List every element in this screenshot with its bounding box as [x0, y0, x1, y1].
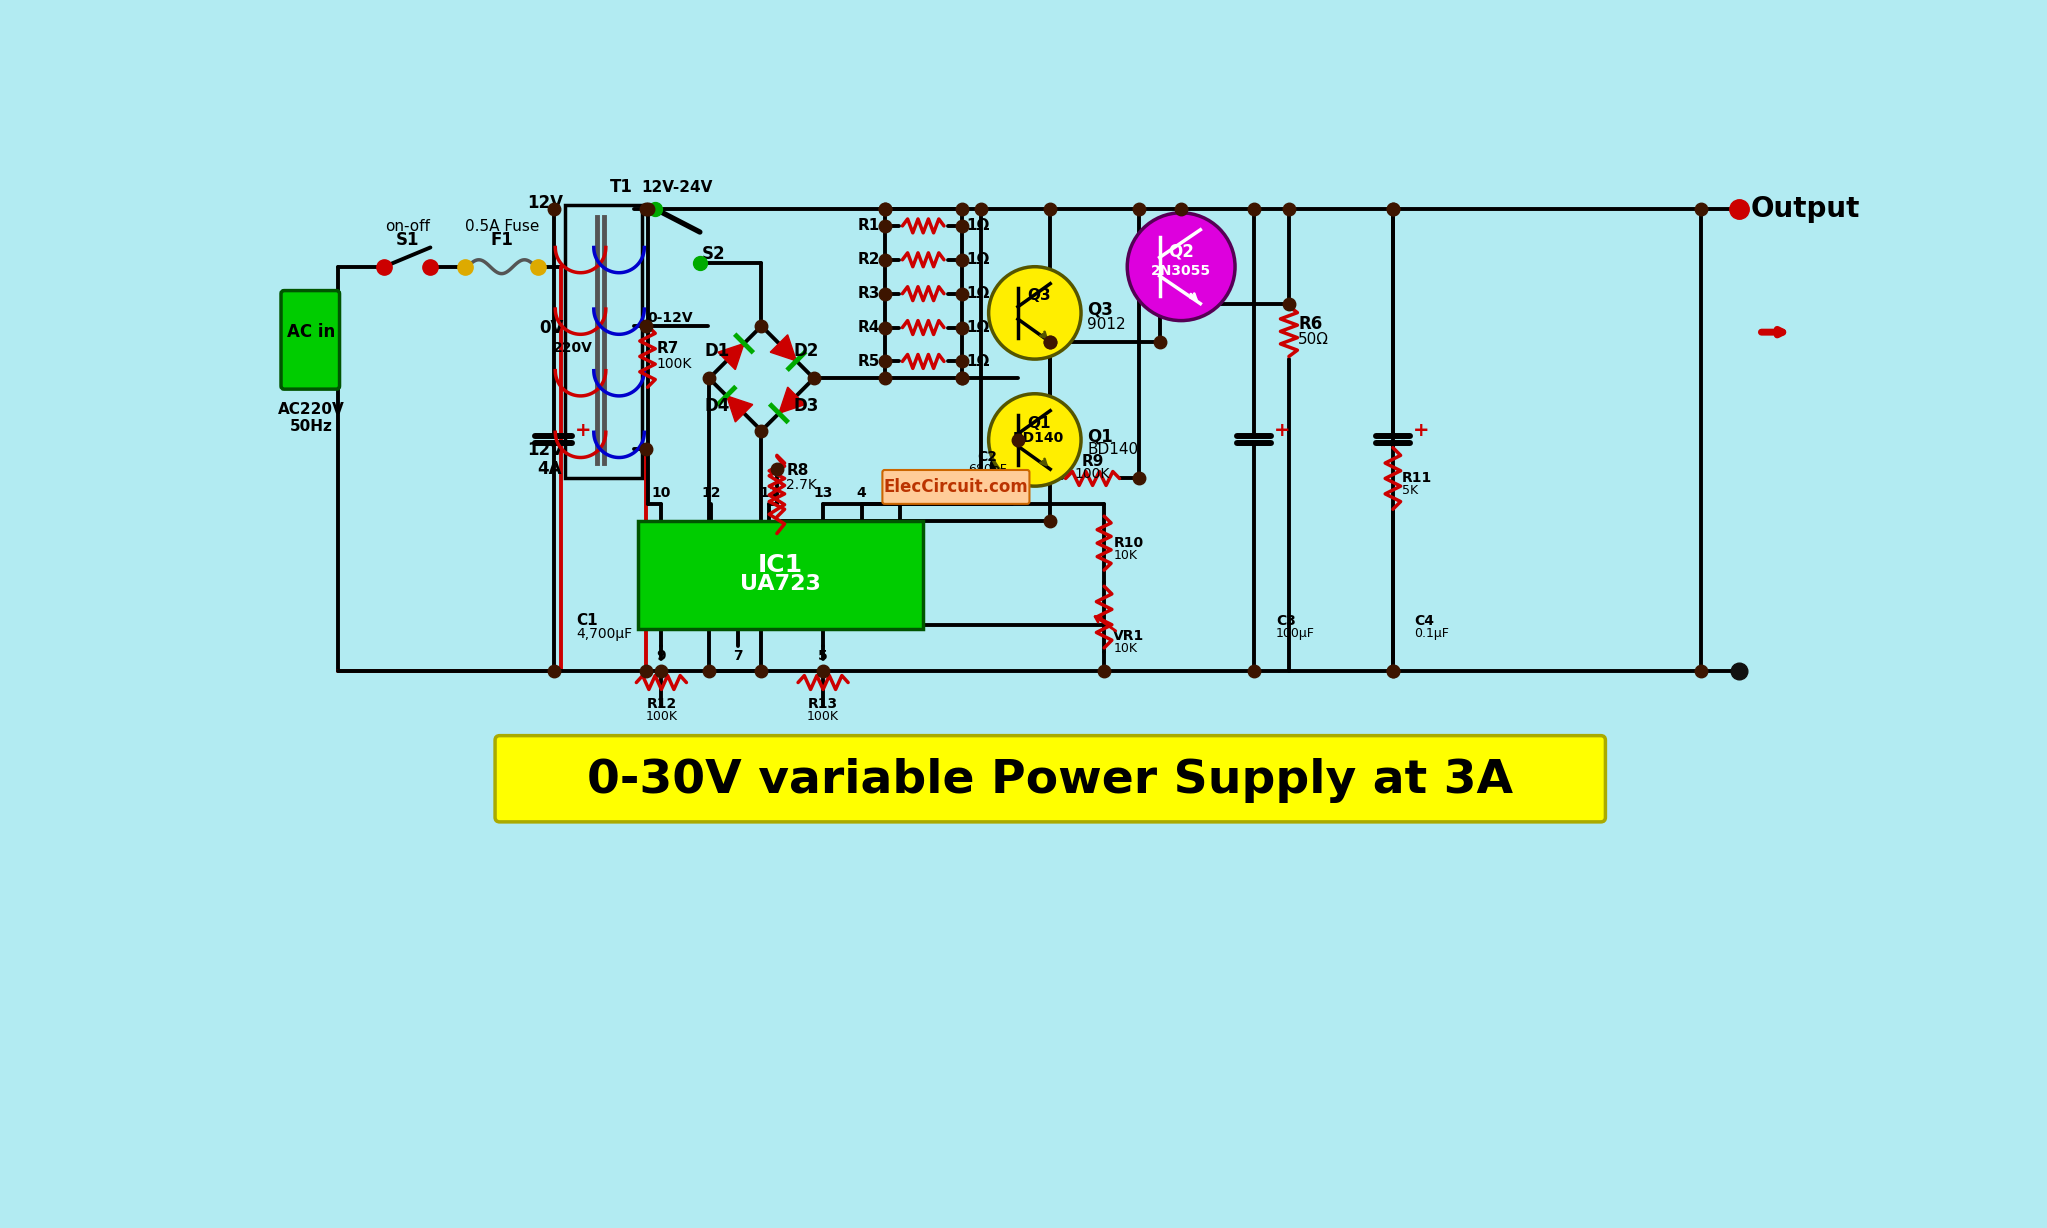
Text: UA723: UA723	[741, 573, 821, 594]
Text: T1: T1	[610, 178, 633, 196]
Text: +: +	[575, 421, 592, 440]
Text: R5: R5	[858, 354, 880, 368]
Text: R3: R3	[858, 286, 880, 301]
Text: 4,700μF: 4,700μF	[577, 628, 633, 641]
Text: R11: R11	[1402, 472, 1433, 485]
Text: 100K: 100K	[807, 710, 839, 723]
Text: R8: R8	[786, 463, 809, 478]
Bar	[639, 521, 923, 629]
Text: D3: D3	[794, 397, 819, 415]
Text: ElecCircuit.com: ElecCircuit.com	[884, 478, 1030, 496]
Circle shape	[989, 394, 1081, 486]
Text: R10: R10	[1114, 537, 1144, 550]
Text: AC in: AC in	[287, 323, 336, 341]
Text: 100K: 100K	[1075, 467, 1109, 481]
Text: BD140: BD140	[1087, 442, 1138, 458]
Text: 0.5A Fuse: 0.5A Fuse	[465, 219, 538, 235]
Text: 1Ω: 1Ω	[966, 286, 989, 301]
Text: 6: 6	[895, 486, 905, 500]
Text: IC1: IC1	[757, 554, 802, 577]
Text: 220V: 220V	[553, 340, 594, 355]
FancyBboxPatch shape	[280, 291, 340, 389]
Text: Q1: Q1	[1087, 427, 1114, 445]
Text: R2: R2	[858, 252, 880, 268]
Text: C2: C2	[976, 449, 997, 464]
Text: Q3: Q3	[1028, 289, 1050, 303]
Text: R13: R13	[809, 698, 837, 711]
Text: C4: C4	[1414, 614, 1435, 628]
Text: Q2: Q2	[1169, 242, 1193, 260]
Text: 2.7K: 2.7K	[786, 478, 817, 491]
Text: BD140: BD140	[1013, 431, 1064, 445]
Text: C1: C1	[577, 614, 598, 629]
Text: 9: 9	[657, 650, 665, 663]
Text: 4: 4	[858, 486, 866, 500]
Text: 2N3055: 2N3055	[1150, 264, 1212, 278]
Text: Q1: Q1	[1028, 415, 1050, 431]
Text: R7: R7	[657, 341, 680, 356]
Text: 0-30V variable Power Supply at 3A: 0-30V variable Power Supply at 3A	[587, 758, 1513, 803]
FancyBboxPatch shape	[495, 736, 1605, 822]
Text: 100K: 100K	[645, 710, 678, 723]
Text: 10K: 10K	[1114, 549, 1138, 562]
Text: D1: D1	[704, 341, 729, 360]
Text: R4: R4	[858, 321, 880, 335]
Polygon shape	[770, 335, 796, 361]
Text: 10: 10	[651, 486, 671, 500]
Circle shape	[1128, 212, 1234, 321]
Text: Q3: Q3	[1087, 300, 1114, 318]
Text: 0-12V: 0-12V	[647, 312, 694, 325]
Text: 1Ω: 1Ω	[966, 219, 989, 233]
Text: 100K: 100K	[657, 357, 692, 371]
Polygon shape	[780, 387, 804, 414]
Text: R12: R12	[647, 698, 676, 711]
Text: Output: Output	[1750, 195, 1861, 223]
Text: 1Ω: 1Ω	[966, 321, 989, 335]
Text: VR1: VR1	[1114, 629, 1144, 643]
Text: 5: 5	[819, 650, 827, 663]
Text: 5K: 5K	[1402, 484, 1419, 497]
Text: S1: S1	[395, 231, 420, 249]
Text: 0.1μF: 0.1μF	[1414, 628, 1449, 641]
Text: 12V-24V: 12V-24V	[641, 179, 712, 195]
Text: AC220V: AC220V	[278, 402, 344, 416]
Polygon shape	[727, 395, 753, 422]
Text: 9012: 9012	[1087, 317, 1126, 332]
Text: 4A: 4A	[538, 460, 563, 478]
Circle shape	[989, 266, 1081, 359]
Text: C3: C3	[1275, 614, 1296, 628]
Text: F1: F1	[491, 231, 514, 249]
Text: 1Ω: 1Ω	[966, 354, 989, 368]
Text: 12V: 12V	[528, 194, 563, 211]
FancyBboxPatch shape	[882, 470, 1030, 503]
Text: 12: 12	[702, 486, 721, 500]
Text: 11: 11	[759, 486, 780, 500]
Text: R9: R9	[1081, 454, 1103, 469]
Polygon shape	[718, 344, 743, 370]
Text: S2: S2	[702, 244, 727, 263]
Text: 680pF: 680pF	[968, 463, 1007, 475]
Text: 1Ω: 1Ω	[966, 252, 989, 268]
Text: 13: 13	[813, 486, 833, 500]
Text: +: +	[1412, 421, 1429, 440]
Text: on-off: on-off	[385, 219, 430, 235]
Text: R1: R1	[858, 219, 880, 233]
Text: R6: R6	[1298, 316, 1322, 334]
Text: D2: D2	[794, 341, 819, 360]
Text: 10K: 10K	[1114, 642, 1138, 655]
Bar	[565, 205, 643, 479]
Text: 100μF: 100μF	[1275, 628, 1314, 641]
Text: 0V: 0V	[538, 319, 563, 338]
Text: D4: D4	[704, 397, 729, 415]
Text: 50Ω: 50Ω	[1298, 333, 1329, 348]
Text: 12V: 12V	[528, 441, 563, 459]
Text: 7: 7	[733, 650, 743, 663]
Text: +: +	[1275, 421, 1292, 440]
Text: 50Hz: 50Hz	[289, 419, 332, 433]
